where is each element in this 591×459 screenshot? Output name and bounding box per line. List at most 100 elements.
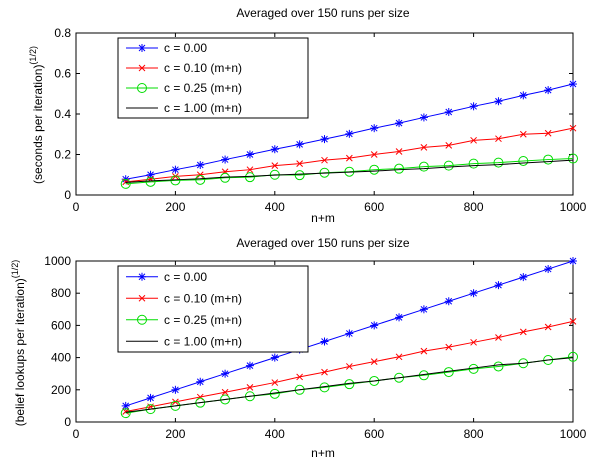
data-point (395, 119, 404, 128)
data-point (120, 408, 131, 419)
data-point (246, 166, 254, 174)
legend-marker (137, 314, 147, 325)
data-point (345, 129, 354, 138)
chart-seconds-per-iteration: Averaged over 150 runs per size n+m (sec… (28, 6, 587, 225)
data-point (543, 154, 554, 165)
data-point (345, 363, 353, 370)
data-point (244, 172, 255, 183)
data-point (321, 156, 328, 164)
legend-marker (137, 83, 147, 93)
data-point (271, 162, 279, 169)
legend-entry: c = 0.00 (126, 41, 207, 55)
data-point (495, 334, 502, 341)
legend-entry: c = 0.25 (m+n) (126, 313, 242, 327)
data-point (320, 135, 329, 144)
data-point (245, 150, 254, 159)
data-point (493, 157, 504, 168)
data-point (370, 124, 379, 133)
data-point (295, 140, 304, 149)
data-point (145, 176, 156, 187)
data-point (271, 379, 279, 386)
data-point (568, 351, 578, 362)
data-point (294, 384, 305, 395)
x-tick-label: 600 (364, 427, 384, 441)
y-axis-label: (seconds per iteration)(1/2) (28, 46, 45, 184)
chart-belief-lookups-per-iteration: Averaged over 150 runs per size n+m (bel… (10, 236, 587, 459)
y-tick-label: 1000 (44, 254, 71, 268)
data-point (370, 151, 378, 158)
data-point (321, 368, 328, 376)
data-point (568, 153, 578, 164)
data-point (196, 393, 204, 401)
legend-label: c = 0.10 (m+n) (164, 291, 242, 305)
data-point (419, 113, 428, 122)
data-point (270, 145, 279, 154)
data-point (244, 391, 255, 402)
data-point (221, 388, 229, 396)
data-point (518, 155, 529, 166)
series-0 (121, 80, 577, 184)
data-point (470, 338, 477, 346)
legend-entry: c = 1.00 (m+n) (126, 101, 242, 115)
data-point (171, 385, 180, 394)
legend-entry: c = 0.00 (126, 270, 207, 284)
legend-entry: c = 0.10 (m+n) (126, 61, 242, 75)
data-point (394, 163, 405, 174)
data-point (145, 404, 156, 415)
data-point (395, 148, 403, 155)
data-point (444, 297, 453, 306)
x-tick-label: 200 (165, 200, 185, 214)
data-point (569, 318, 577, 325)
x-tick-label: 200 (165, 427, 185, 441)
y-axis-label-exponent: (1/2) (10, 260, 20, 279)
chart-title: Averaged over 150 runs per size (236, 236, 410, 250)
x-tick-label: 0 (73, 427, 80, 441)
legend-marker (138, 44, 146, 52)
y-tick-label: 0.2 (54, 148, 71, 162)
legend-label: c = 0.10 (m+n) (164, 61, 242, 75)
y-tick-label: 0.6 (54, 67, 71, 81)
svg-text:(seconds per iteration)(1/2): (seconds per iteration)(1/2) (28, 46, 45, 184)
legend: c = 0.00 c = 0.10 (m+n) c = 0.25 (m+n) c = … (117, 37, 309, 119)
x-tick-label: 400 (265, 427, 285, 441)
y-tick-label: 400 (51, 351, 71, 365)
data-point (170, 400, 181, 411)
data-point (420, 144, 428, 151)
data-point (171, 165, 180, 174)
y-tick-label: 800 (51, 286, 71, 300)
data-point (221, 155, 230, 164)
data-point (519, 273, 528, 282)
data-point (196, 377, 205, 386)
data-point (468, 158, 479, 169)
y-tick-label: 0.4 (54, 107, 71, 121)
series-line (125, 159, 574, 183)
data-point (369, 164, 380, 175)
data-point (445, 142, 453, 149)
legend-label: c = 0.25 (m+n) (164, 313, 242, 327)
data-point (395, 313, 404, 322)
data-point (494, 97, 503, 106)
data-point (296, 373, 304, 381)
series-1 (122, 124, 577, 186)
chart-title: Averaged over 150 runs per size (236, 6, 410, 20)
data-point (221, 369, 230, 378)
data-point (195, 174, 206, 185)
legend-label: c = 0.00 (164, 41, 207, 55)
series-line (125, 357, 574, 413)
data-point (519, 130, 527, 138)
data-point (122, 408, 130, 415)
data-point (445, 343, 453, 351)
x-tick-label: 800 (464, 427, 484, 441)
data-point (544, 86, 553, 95)
data-point (370, 321, 379, 330)
y-axis-label-main: (seconds per iteration) (31, 65, 45, 184)
data-point (495, 135, 502, 143)
data-point (544, 129, 552, 137)
x-tick-label: 600 (364, 200, 384, 214)
data-point (246, 384, 254, 391)
y-tick-label: 0 (64, 188, 71, 202)
data-point (443, 160, 454, 171)
x-tick-label: 1000 (560, 200, 587, 214)
legend-entry: c = 0.10 (m+n) (126, 291, 242, 305)
